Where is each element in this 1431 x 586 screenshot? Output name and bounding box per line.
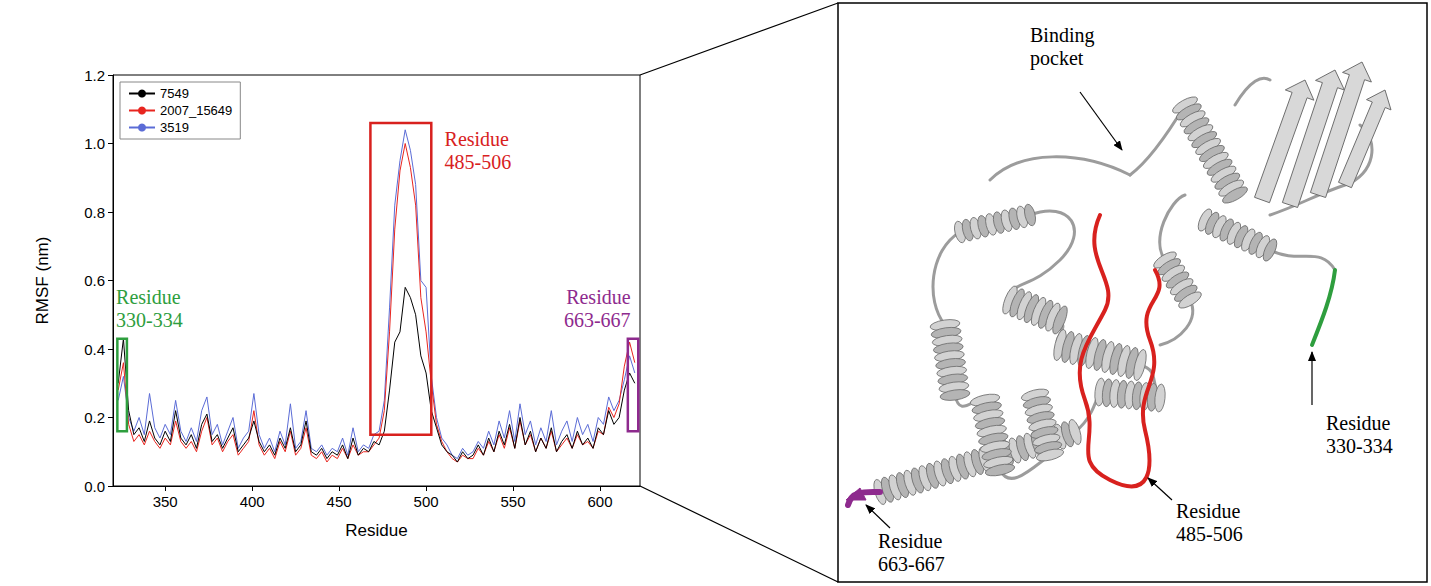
svg-text:3519: 3519 bbox=[160, 120, 189, 135]
svg-text:0.8: 0.8 bbox=[84, 204, 105, 221]
svg-text:500: 500 bbox=[414, 493, 439, 510]
svg-text:350: 350 bbox=[153, 493, 178, 510]
svg-text:400: 400 bbox=[240, 493, 265, 510]
svg-text:2007_15649: 2007_15649 bbox=[160, 103, 232, 118]
svg-text:0.6: 0.6 bbox=[84, 272, 105, 289]
svg-text:1.2: 1.2 bbox=[84, 67, 105, 84]
svg-text:485-506: 485-506 bbox=[445, 151, 512, 173]
svg-text:RMSF (nm): RMSF (nm) bbox=[33, 237, 52, 325]
svg-text:Bindingpocket: Bindingpocket bbox=[1030, 24, 1094, 70]
svg-text:663-667: 663-667 bbox=[564, 309, 631, 331]
svg-text:Residue485-506: Residue485-506 bbox=[1176, 500, 1243, 545]
svg-text:Residue: Residue bbox=[445, 128, 510, 150]
svg-text:Residue: Residue bbox=[345, 521, 407, 540]
svg-text:Residue330-334: Residue330-334 bbox=[1326, 412, 1393, 457]
svg-text:0.4: 0.4 bbox=[84, 341, 105, 358]
svg-text:0.2: 0.2 bbox=[84, 409, 105, 426]
svg-text:550: 550 bbox=[501, 493, 526, 510]
svg-text:450: 450 bbox=[327, 493, 352, 510]
svg-text:330-334: 330-334 bbox=[116, 309, 183, 331]
svg-text:Residue663-667: Residue663-667 bbox=[878, 530, 945, 575]
svg-text:1.0: 1.0 bbox=[84, 135, 105, 152]
svg-text:7549: 7549 bbox=[160, 86, 189, 101]
svg-text:Residue: Residue bbox=[566, 286, 631, 308]
svg-text:Residue: Residue bbox=[116, 286, 181, 308]
svg-text:0.0: 0.0 bbox=[84, 478, 105, 495]
svg-text:600: 600 bbox=[587, 493, 612, 510]
